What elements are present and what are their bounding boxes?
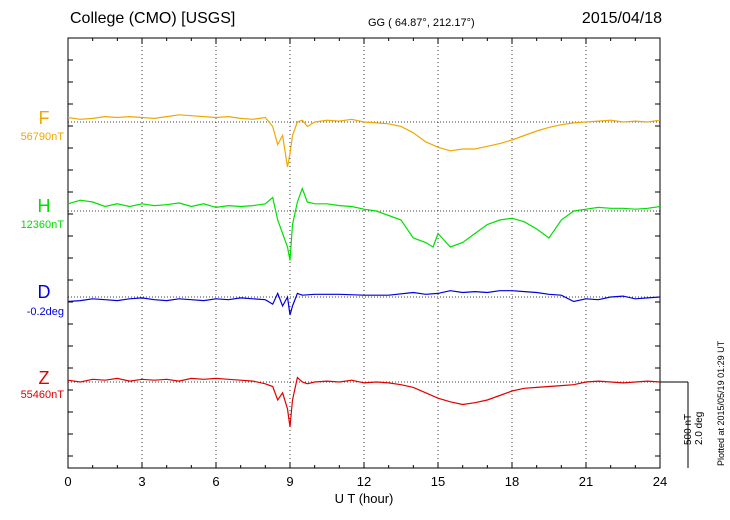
channel-h-baseline: 12360nT bbox=[20, 219, 64, 231]
channel-z-label: Z bbox=[38, 368, 50, 388]
channel-h-label: H bbox=[37, 196, 51, 216]
channel-f-baseline: 56790nT bbox=[20, 131, 64, 143]
channel-d-label: D bbox=[37, 282, 51, 302]
coordinates-label: GG ( 64.87°, 212.17°) bbox=[368, 17, 475, 29]
x-tick-label: 0 bbox=[64, 474, 71, 489]
scale-nt-label: 500 nT bbox=[683, 413, 694, 445]
channel-z-baseline: 55460nT bbox=[20, 389, 64, 401]
series-line-d bbox=[67, 290, 661, 316]
x-tick-label: 21 bbox=[579, 474, 593, 489]
x-tick-label: 24 bbox=[653, 474, 667, 489]
x-tick-label: 9 bbox=[286, 474, 293, 489]
scale-deg-label: 2.0 deg bbox=[694, 411, 705, 445]
station-title: College (CMO) [USGS] bbox=[70, 10, 236, 27]
x-tick-label: 18 bbox=[505, 474, 519, 489]
series-line-h bbox=[67, 186, 661, 261]
series-line-z bbox=[67, 376, 661, 428]
channel-f-label: F bbox=[38, 108, 50, 128]
series-line-f bbox=[67, 114, 661, 168]
x-tick-label: 12 bbox=[357, 474, 371, 489]
x-tick-label: 3 bbox=[138, 474, 145, 489]
plotted-timestamp: Plotted at 2015/05/19 01:29 UT bbox=[716, 340, 726, 466]
x-tick-label: 6 bbox=[212, 474, 219, 489]
x-tick-label: 15 bbox=[431, 474, 445, 489]
x-axis-label: U T (hour) bbox=[335, 491, 394, 506]
channel-d-baseline: -0.2deg bbox=[26, 306, 64, 318]
date-label: 2015/04/18 bbox=[581, 10, 662, 27]
